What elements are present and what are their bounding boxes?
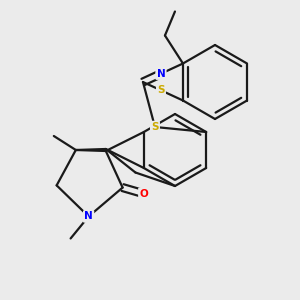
Text: S: S (157, 85, 165, 95)
Text: S: S (151, 122, 159, 132)
Text: O: O (140, 189, 148, 199)
Text: N: N (157, 69, 165, 79)
Text: N: N (84, 212, 93, 221)
